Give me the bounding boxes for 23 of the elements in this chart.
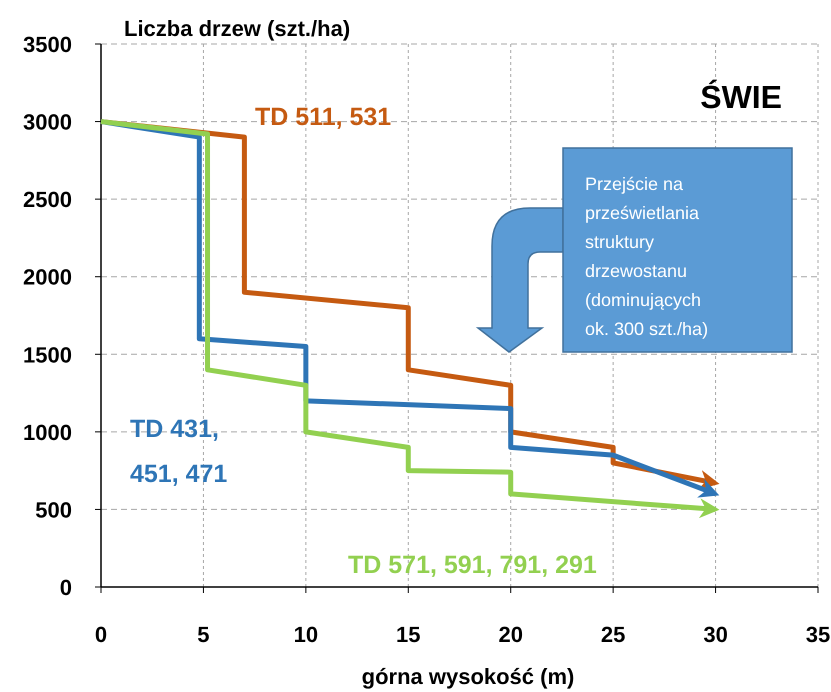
text: TD 431, 451, 471 — [130, 415, 228, 488]
y-tick-label: 2000 — [23, 264, 72, 290]
y-tick-label: 0 — [60, 575, 72, 600]
x-axis-title: górna wysokość (m) — [362, 664, 574, 689]
x-tick-label: 35 — [806, 622, 830, 647]
x-tick-label: 30 — [703, 622, 728, 647]
text: ŚWIE — [700, 79, 782, 115]
x-tick-label: 15 — [396, 622, 421, 647]
y-tick-label: 1500 — [23, 342, 72, 368]
y-tick-label: 500 — [35, 497, 72, 522]
x-tick-label: 5 — [197, 622, 210, 647]
x-tick-label: 10 — [294, 622, 318, 647]
x-tick-label: 0 — [94, 622, 108, 647]
y-tick-label: 2500 — [23, 187, 72, 212]
series-label: TD 511, 531 — [255, 103, 392, 131]
x-tick-label: 20 — [498, 622, 523, 647]
annotation: Przejście na prześwietlania struktury drzewostanu (dominujących ok. 300 szt./ha) — [585, 174, 708, 339]
x-tick-label: 25 — [600, 622, 626, 647]
y-tick-label: 1000 — [23, 420, 72, 445]
y-tick-label: 3500 — [23, 32, 72, 57]
y-tick-label: 3000 — [23, 110, 72, 135]
text: TD 571, 591, 791, 291 — [348, 551, 597, 579]
y-axis-title: Liczba drzew (szt./ha) — [124, 16, 350, 41]
